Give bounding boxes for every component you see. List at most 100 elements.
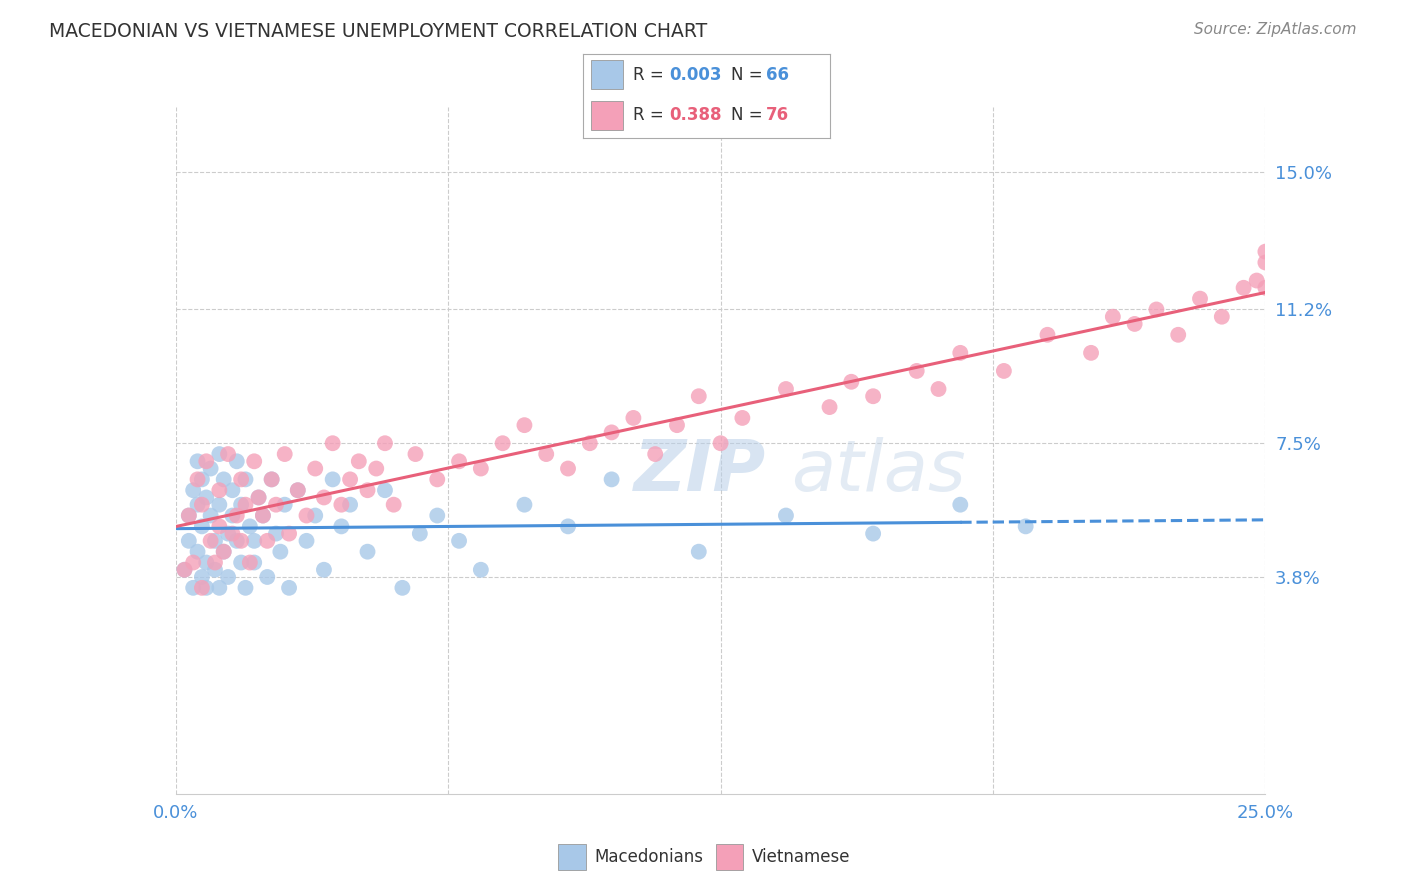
Text: 76: 76 [765,106,789,124]
Text: 0.003: 0.003 [669,66,723,84]
Point [191,472,214,486]
Point [217,526,239,541]
Text: 66: 66 [765,66,789,84]
Point [247,491,270,505]
Point [710,436,733,450]
Point [312,563,335,577]
Point [204,556,226,570]
Point [239,556,262,570]
Point [1254,255,1277,269]
Point [287,483,309,498]
Point [195,454,218,468]
Point [186,498,209,512]
Point [231,498,253,512]
Point [177,508,200,523]
Point [579,436,602,450]
Point [278,526,301,541]
Point [426,472,449,486]
Point [221,526,243,541]
Point [731,411,754,425]
Point [405,447,427,461]
Point [1232,281,1256,295]
Point [841,375,863,389]
Point [278,581,301,595]
Point [356,544,378,558]
Point [949,498,972,512]
Point [181,581,204,595]
Point [322,436,344,450]
Text: R =: R = [633,66,669,84]
Point [225,533,247,548]
Text: MACEDONIAN VS VIETNAMESE UNEMPLOYMENT CORRELATION CHART: MACEDONIAN VS VIETNAMESE UNEMPLOYMENT CO… [49,22,707,41]
Point [557,519,579,533]
Point [243,556,266,570]
Point [252,508,274,523]
Point [186,544,209,558]
Point [260,472,283,486]
Point [217,570,239,584]
Point [905,364,928,378]
Point [330,498,353,512]
Point [1080,346,1102,360]
Point [186,454,209,468]
Text: Source: ZipAtlas.com: Source: ZipAtlas.com [1194,22,1357,37]
Point [217,447,239,461]
Point [177,508,200,523]
Point [181,556,204,570]
Point [1246,274,1268,288]
Point [181,483,204,498]
Point [557,461,579,475]
Point [1015,519,1038,533]
Point [256,533,278,548]
Point [356,483,378,498]
Point [600,425,623,440]
Point [1211,310,1233,324]
Point [534,447,557,461]
Bar [591,61,623,89]
Point [688,544,710,558]
Point [513,418,536,433]
Point [235,581,257,595]
Point [200,461,222,475]
Point [231,556,253,570]
Point [208,483,231,498]
Bar [716,844,742,871]
Point [339,472,361,486]
Point [339,498,361,512]
Point [1254,244,1277,259]
Point [260,472,283,486]
Point [1102,310,1125,324]
Point [666,418,689,433]
Point [208,581,231,595]
Point [204,533,226,548]
Bar [591,101,623,130]
Point [447,533,470,548]
Text: ZIP: ZIP [633,436,766,506]
Text: 0.388: 0.388 [669,106,723,124]
Point [235,498,257,512]
Point [264,526,287,541]
Point [391,581,413,595]
Point [208,447,231,461]
Point [225,454,247,468]
Point [312,491,335,505]
Point [949,346,972,360]
Point [304,508,326,523]
Point [1036,327,1059,342]
Point [195,556,218,570]
Point [247,491,270,505]
Point [173,563,195,577]
Point [191,570,214,584]
Point [252,508,274,523]
Point [295,533,318,548]
Point [775,508,797,523]
Point [426,508,449,523]
Point [231,472,253,486]
Point [225,508,247,523]
Point [366,461,388,475]
Point [330,519,353,533]
Point [513,498,536,512]
Point [274,498,297,512]
Point [269,544,291,558]
Point [191,498,214,512]
